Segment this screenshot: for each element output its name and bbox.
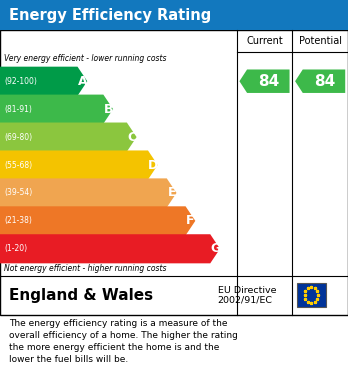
Text: C: C — [127, 131, 136, 143]
Text: (1-20): (1-20) — [4, 244, 27, 253]
Bar — [297, 283, 326, 307]
Text: 84: 84 — [258, 74, 279, 89]
Text: D: D — [148, 158, 158, 172]
Text: F: F — [186, 214, 195, 227]
Polygon shape — [0, 234, 220, 264]
Polygon shape — [0, 178, 176, 208]
Polygon shape — [0, 122, 137, 152]
Polygon shape — [0, 95, 113, 124]
Text: (21-38): (21-38) — [4, 216, 32, 225]
Polygon shape — [0, 151, 158, 179]
Text: 84: 84 — [314, 74, 335, 89]
Text: A: A — [78, 75, 87, 88]
Text: EU Directive
2002/91/EC: EU Directive 2002/91/EC — [218, 285, 276, 305]
Text: B: B — [103, 103, 113, 116]
Text: England & Wales: England & Wales — [9, 288, 153, 303]
Text: The energy efficiency rating is a measure of the
overall efficiency of a home. T: The energy efficiency rating is a measur… — [9, 319, 238, 364]
Text: (92-100): (92-100) — [4, 77, 37, 86]
Text: Very energy efficient - lower running costs: Very energy efficient - lower running co… — [4, 54, 167, 63]
Polygon shape — [239, 70, 290, 93]
Bar — [0, 30, 348, 315]
Polygon shape — [0, 67, 87, 96]
Text: Current: Current — [246, 36, 283, 46]
Text: Energy Efficiency Rating: Energy Efficiency Rating — [9, 7, 211, 23]
Text: Potential: Potential — [299, 36, 342, 46]
Text: (81-91): (81-91) — [4, 105, 32, 114]
Text: G: G — [210, 242, 220, 255]
Text: Not energy efficient - higher running costs: Not energy efficient - higher running co… — [4, 264, 167, 273]
Bar — [0, 0, 348, 30]
Polygon shape — [0, 206, 195, 235]
Text: (69-80): (69-80) — [4, 133, 32, 142]
Polygon shape — [295, 70, 345, 93]
Text: (55-68): (55-68) — [4, 160, 32, 170]
Text: E: E — [167, 187, 176, 199]
Text: (39-54): (39-54) — [4, 188, 32, 197]
